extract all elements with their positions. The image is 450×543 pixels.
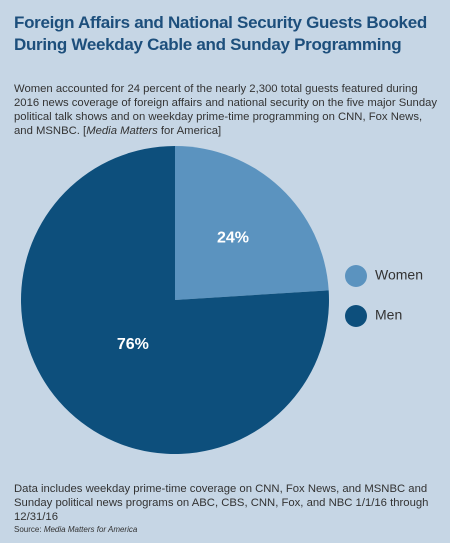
subtitle: Women accounted for 24 percent of the ne… [14, 82, 439, 138]
value-label: 24% [217, 229, 249, 246]
pie-slice [20, 146, 329, 455]
source: Source: Media Matters for America [14, 525, 137, 534]
legend-swatch [345, 265, 367, 287]
pie-slice [175, 146, 329, 300]
legend-label: Women [375, 267, 423, 283]
subtitle-text: for America] [157, 125, 222, 137]
source-name: Media Matters for America [43, 525, 138, 534]
notes: Data includes weekday prime-time coverag… [14, 483, 429, 523]
subtitle-text: Women accounted for 24 percent of the ne… [14, 83, 438, 137]
chart-title: Foreign Affairs and National Security Gu… [14, 13, 427, 54]
value-label: 76% [117, 336, 149, 353]
source-label: Source: [14, 525, 42, 534]
subtitle-italic: Media Matters [86, 125, 158, 137]
legend-label: Men [375, 307, 402, 323]
legend-swatch [345, 305, 367, 327]
